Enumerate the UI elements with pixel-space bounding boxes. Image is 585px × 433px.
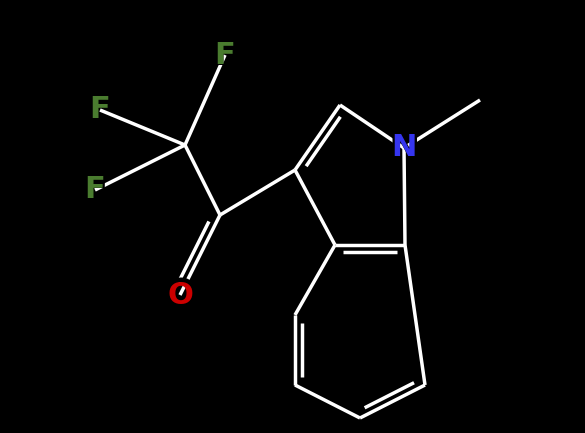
Text: N: N (388, 130, 420, 166)
Text: F: F (90, 96, 111, 125)
Text: F: F (215, 41, 235, 70)
Text: F: F (212, 37, 238, 73)
Text: N: N (391, 133, 417, 162)
Text: F: F (87, 92, 113, 128)
Text: F: F (85, 175, 105, 204)
Text: F: F (82, 172, 108, 208)
Text: O: O (167, 281, 193, 310)
Text: O: O (164, 277, 196, 313)
